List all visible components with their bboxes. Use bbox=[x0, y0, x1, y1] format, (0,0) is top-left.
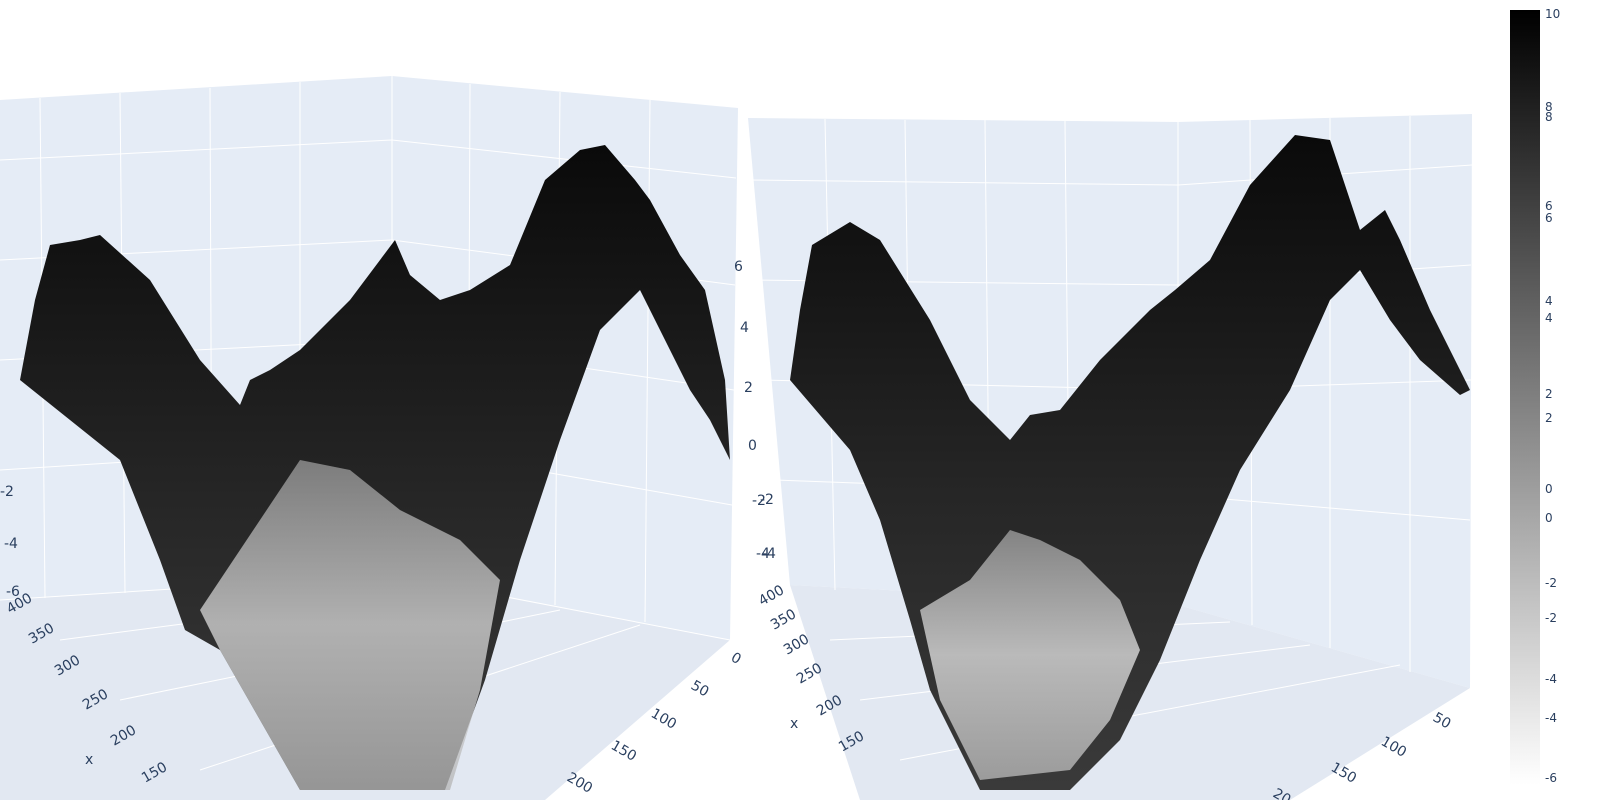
y-tick-label: 0 bbox=[728, 650, 744, 668]
z-tick-label: -2 bbox=[760, 492, 774, 508]
colorbar-tick-label: 8 bbox=[1545, 110, 1553, 124]
z-tick-label: -6 bbox=[6, 584, 20, 600]
z-tick-label: -4 bbox=[756, 546, 770, 562]
z-tick-label: 0 bbox=[748, 438, 757, 454]
scene-left-surface-mountain bbox=[20, 145, 730, 790]
scene-left-surface-valley bbox=[200, 460, 500, 790]
y-tick-label: 50 bbox=[688, 678, 711, 701]
scene-left-x-axis-title: x bbox=[85, 752, 93, 768]
colorbar-tick-label: 6 bbox=[1545, 211, 1553, 225]
z-tick-label: 4 bbox=[740, 320, 749, 336]
colorbar-tick-label: 4 bbox=[1545, 311, 1553, 325]
y-tick-label: 150 bbox=[608, 738, 639, 765]
y-tick-label: 200 bbox=[564, 770, 595, 797]
colorbar-tick-label: 0 bbox=[1545, 511, 1553, 525]
colorbar-tick-label: 10 bbox=[1545, 7, 1560, 21]
y-tick-label: 150 bbox=[1328, 760, 1359, 787]
y-tick-label: 100 bbox=[1378, 734, 1409, 761]
colorbar-gradient bbox=[1510, 10, 1540, 785]
colorbar-tick-label: -4 bbox=[1545, 711, 1557, 725]
colorbar-tick-label: 6 bbox=[1545, 199, 1553, 213]
colorbar-tick-label: 2 bbox=[1545, 411, 1553, 425]
x-tick-label: 350 bbox=[768, 606, 799, 633]
scene-right-z-ticks: -2 -4 bbox=[760, 492, 776, 562]
z-tick-label: -4 bbox=[4, 536, 18, 552]
colorbar-tick-label: -6 bbox=[1545, 771, 1557, 785]
colorbar-tick-label: -4 bbox=[1545, 672, 1557, 686]
scene-left-z-ticks-left: -6 -4 -2 bbox=[0, 484, 20, 600]
x-tick-label: 400 bbox=[756, 582, 787, 609]
colorbar-tick-label: -2 bbox=[1545, 611, 1557, 625]
colorbar-tick-label: 4 bbox=[1545, 294, 1553, 308]
colorbar-tick-label: -2 bbox=[1545, 576, 1557, 590]
scene-right-surface-valley bbox=[920, 530, 1140, 780]
scene-right-x-axis-title: x bbox=[790, 716, 798, 732]
z-tick-label: -2 bbox=[752, 493, 766, 509]
z-tick-label: -4 bbox=[762, 546, 776, 562]
z-tick-label: 2 bbox=[744, 380, 753, 396]
y-tick-label: 100 bbox=[648, 706, 679, 733]
colorbar-tick-label: 2 bbox=[1545, 387, 1553, 401]
colorbar-tick-label: 8 bbox=[1545, 100, 1553, 114]
z-tick-label: -2 bbox=[0, 484, 14, 500]
colorbar-tick-label: 0 bbox=[1545, 482, 1553, 496]
z-tick-label: 6 bbox=[734, 259, 743, 275]
scene-left-z-ticks-right: 6 4 2 0 -2 -4 bbox=[734, 259, 770, 562]
y-tick-label: 50 bbox=[1430, 710, 1453, 733]
